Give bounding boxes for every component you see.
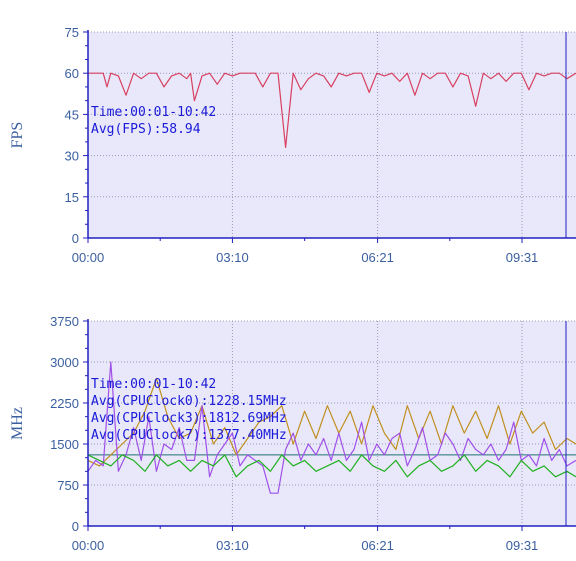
y-tick-label: 0 xyxy=(72,231,79,246)
series-line-2 xyxy=(87,454,576,478)
y-tick-label: 15 xyxy=(65,190,79,205)
x-tick-label: 09:31 xyxy=(506,538,539,553)
x-tick-label: 09:31 xyxy=(506,250,539,265)
cpu-clock-chart: 0 750 1500 2250 3000 3750 00:00 03:10 06:21 09:31… xyxy=(9,314,576,553)
annotation-line: Time:00:01-10:42 xyxy=(91,377,216,392)
y-tick-label: 75 xyxy=(65,25,79,40)
series-line-1 xyxy=(87,361,576,494)
y-axis-label: FPS xyxy=(9,122,26,149)
x-tick-label: 06:21 xyxy=(361,250,394,265)
annotation-line: Avg(FPS):58.94 xyxy=(91,122,201,137)
plot-area xyxy=(88,32,576,238)
x-tick-label: 00:00 xyxy=(72,538,105,553)
fps-chart: 0 15 30 45 60 75 00:00 03:10 06:21 09:31 FPS Time:0… xyxy=(9,25,576,265)
annotation-line: Time:00:01-10:42 xyxy=(91,105,216,120)
y-tick-label: 0 xyxy=(72,519,79,534)
x-tick-label: 03:10 xyxy=(216,250,249,265)
annotation-line: Avg(CPUClock3):1812.69MHz xyxy=(91,411,287,426)
series-line-0 xyxy=(88,72,576,148)
y-axis-label: MHz xyxy=(9,407,26,440)
y-tick-label: 1500 xyxy=(50,437,79,452)
y-tick-label: 45 xyxy=(65,107,79,122)
y-tick-label: 60 xyxy=(65,66,79,81)
series-line-0 xyxy=(87,377,576,467)
x-tick-label: 03:10 xyxy=(216,538,249,553)
y-tick-label: 750 xyxy=(57,478,79,493)
x-tick-label: 00:00 xyxy=(72,250,105,265)
y-tick-label: 2250 xyxy=(50,396,79,411)
annotation-line: Avg(CPUClock7):1377.40MHz xyxy=(91,428,287,443)
y-tick-label: 30 xyxy=(65,149,79,164)
x-tick-label: 06:21 xyxy=(361,538,394,553)
plot-area xyxy=(88,321,576,526)
y-tick-label: 3750 xyxy=(50,314,79,329)
y-tick-label: 3000 xyxy=(50,355,79,370)
annotation-line: Avg(CPUClock0):1228.15MHz xyxy=(91,394,287,409)
